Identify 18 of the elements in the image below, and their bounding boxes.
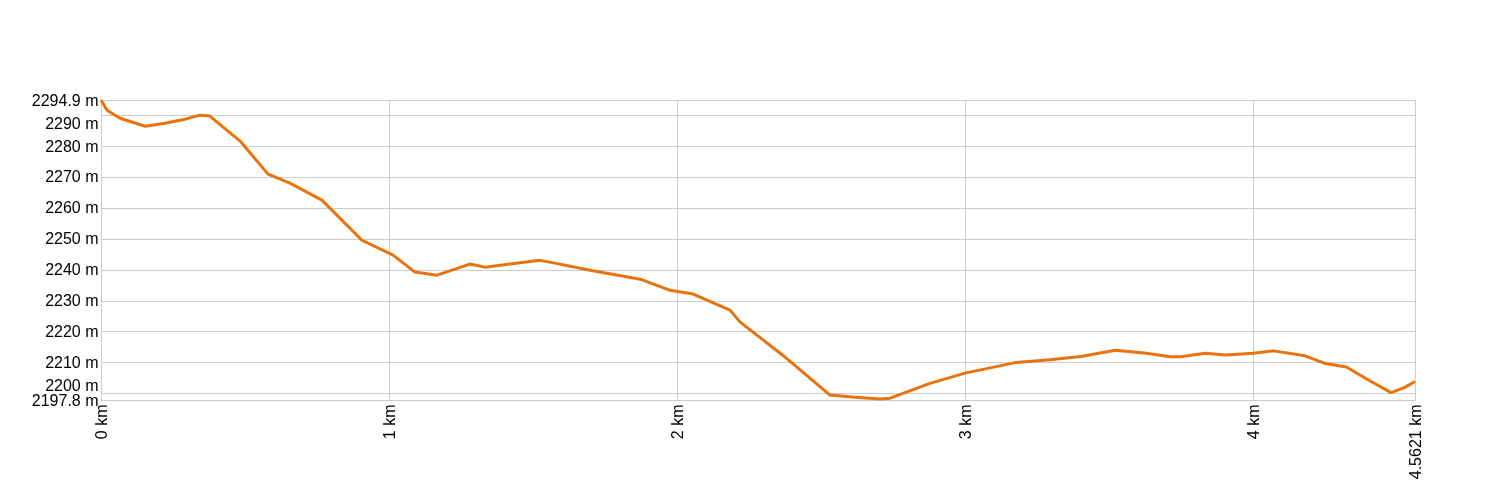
- y-tick-label: 2270 m: [45, 168, 99, 186]
- y-tick-label: 2290 m: [45, 114, 99, 132]
- y-tick-label: 2294.9 m: [31, 91, 99, 109]
- x-tick-label: 4.5621 km: [1406, 404, 1424, 480]
- y-tick-label: 2210 m: [45, 353, 99, 371]
- y-tick-label: 2240 m: [45, 261, 99, 279]
- y-tick-label: 2220 m: [45, 322, 99, 340]
- x-tick-label: 1 km: [380, 404, 398, 440]
- y-tick-label: 2260 m: [45, 199, 99, 217]
- y-tick-label: 2250 m: [45, 230, 99, 248]
- y-tick-label: 2230 m: [45, 292, 99, 310]
- y-tick-label: 2280 m: [45, 137, 99, 155]
- x-tick-label: 3 km: [956, 404, 974, 440]
- y-tick-label: 2200 m: [45, 376, 99, 394]
- line-series: [99, 98, 1417, 401]
- x-tick-label: 4 km: [1244, 404, 1262, 440]
- y-tick-label: 2197.8 m: [31, 391, 99, 409]
- x-tick-label: 2 km: [668, 404, 686, 440]
